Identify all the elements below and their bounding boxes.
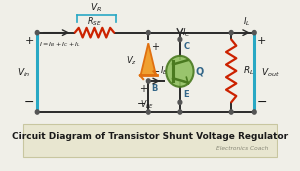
Circle shape	[178, 110, 182, 114]
Circle shape	[178, 37, 182, 42]
Text: $V_{BE}$: $V_{BE}$	[140, 98, 154, 111]
Text: $I = I_B + I_C + I_L$: $I = I_B + I_C + I_L$	[39, 40, 81, 49]
Circle shape	[178, 100, 182, 104]
Text: Circuit Diagram of Transistor Shunt Voltage Regulator: Circuit Diagram of Transistor Shunt Volt…	[12, 132, 288, 141]
Text: −: −	[257, 96, 267, 109]
Text: $V_{in}$: $V_{in}$	[17, 66, 30, 78]
Text: −: −	[151, 67, 160, 77]
Circle shape	[166, 56, 194, 87]
Circle shape	[146, 31, 150, 35]
Circle shape	[229, 31, 233, 35]
Text: $R_{SE}$: $R_{SE}$	[87, 15, 102, 28]
Text: Q: Q	[195, 66, 203, 76]
Text: C: C	[183, 42, 190, 51]
Text: −: −	[24, 96, 34, 109]
Text: $R_L$: $R_L$	[243, 65, 255, 77]
Circle shape	[252, 110, 256, 114]
Text: $I_C$: $I_C$	[182, 26, 191, 39]
Text: −: −	[137, 99, 147, 109]
Circle shape	[229, 110, 233, 114]
Text: $I_B$: $I_B$	[160, 65, 168, 77]
Text: +: +	[151, 42, 159, 52]
Circle shape	[252, 31, 256, 35]
Text: $V_{out}$: $V_{out}$	[261, 66, 280, 78]
Circle shape	[35, 31, 39, 35]
FancyBboxPatch shape	[23, 124, 277, 157]
Text: +: +	[257, 36, 266, 45]
Text: Electronics Coach: Electronics Coach	[216, 147, 268, 152]
Polygon shape	[141, 43, 156, 75]
Circle shape	[146, 110, 150, 114]
Text: $V_z$: $V_z$	[126, 54, 137, 67]
Text: $V_R$: $V_R$	[90, 2, 102, 14]
Text: E: E	[183, 90, 189, 99]
Text: $I_L$: $I_L$	[243, 15, 251, 28]
Text: +: +	[25, 36, 34, 45]
Text: +: +	[139, 84, 147, 94]
Circle shape	[146, 79, 150, 83]
Circle shape	[35, 110, 39, 114]
Text: B: B	[151, 84, 157, 93]
